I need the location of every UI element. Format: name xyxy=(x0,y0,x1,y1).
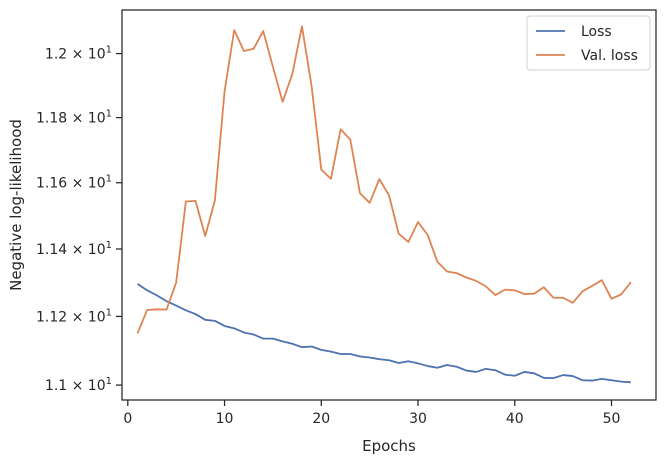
x-tick-label: 50 xyxy=(603,411,621,427)
plot-area xyxy=(122,10,656,400)
y-tick-label: 1.16 × 101 xyxy=(36,174,112,192)
y-tick-label: 1.2 × 101 xyxy=(45,45,112,63)
series-layer xyxy=(136,25,632,384)
y-tick-label: 1.12 × 101 xyxy=(36,307,112,325)
series-line-val-loss xyxy=(136,25,632,334)
y-tick-label: 1.1 × 101 xyxy=(45,376,112,394)
y-tick-label: 1.14 × 101 xyxy=(36,240,112,258)
ticks-layer: 0 10 20 30 40 50 1.1 × 101 1.12 × 101 1.14 × 101… xyxy=(36,45,620,427)
series-line-loss xyxy=(136,283,631,384)
x-tick-label: 20 xyxy=(312,411,330,427)
y-tick-label: 1.18 × 101 xyxy=(36,109,112,127)
legend-label-loss: Loss xyxy=(581,24,612,40)
legend-box xyxy=(526,15,651,71)
x-axis-label: Epochs xyxy=(362,437,416,455)
plot-frame xyxy=(121,9,657,401)
x-tick-label: 0 xyxy=(123,411,132,427)
x-tick-label: 30 xyxy=(409,411,427,427)
legend: Loss Val. loss xyxy=(526,15,651,71)
x-tick-label: 10 xyxy=(216,411,234,427)
x-tick-label: 40 xyxy=(506,411,524,427)
legend-label-val-loss: Val. loss xyxy=(581,48,638,64)
y-axis-label: Negative log-likelihood xyxy=(7,119,25,291)
